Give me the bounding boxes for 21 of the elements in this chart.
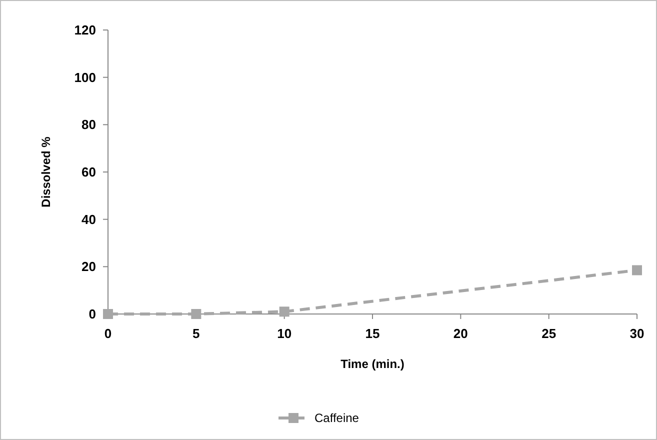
y-tick-label: 60 [82,164,96,180]
y-tick-label: 40 [82,212,96,227]
x-tick-label: 5 [192,326,200,341]
y-axis-title: Dissolved % [39,136,53,208]
y-tick-label: 20 [82,259,96,274]
point [191,309,202,319]
x-tick-label: 0 [104,326,112,341]
y-tick-label: 100 [74,70,96,85]
legend-label: Caffeine [314,411,360,426]
y-tick-label: 80 [82,117,96,132]
point [279,306,290,317]
y-tick-label: 120 [74,22,96,38]
x-tick-label: 25 [542,326,556,341]
point [103,309,113,319]
x-tick-label: 20 [453,326,468,341]
x-axis-title: Time (min.) [340,357,404,371]
x-tick-label: 30 [630,326,644,341]
y-tick-label: 0 [88,306,96,322]
x-tick-label: 15 [365,326,380,341]
point [632,265,642,276]
x-tick-label: 10 [277,326,292,341]
